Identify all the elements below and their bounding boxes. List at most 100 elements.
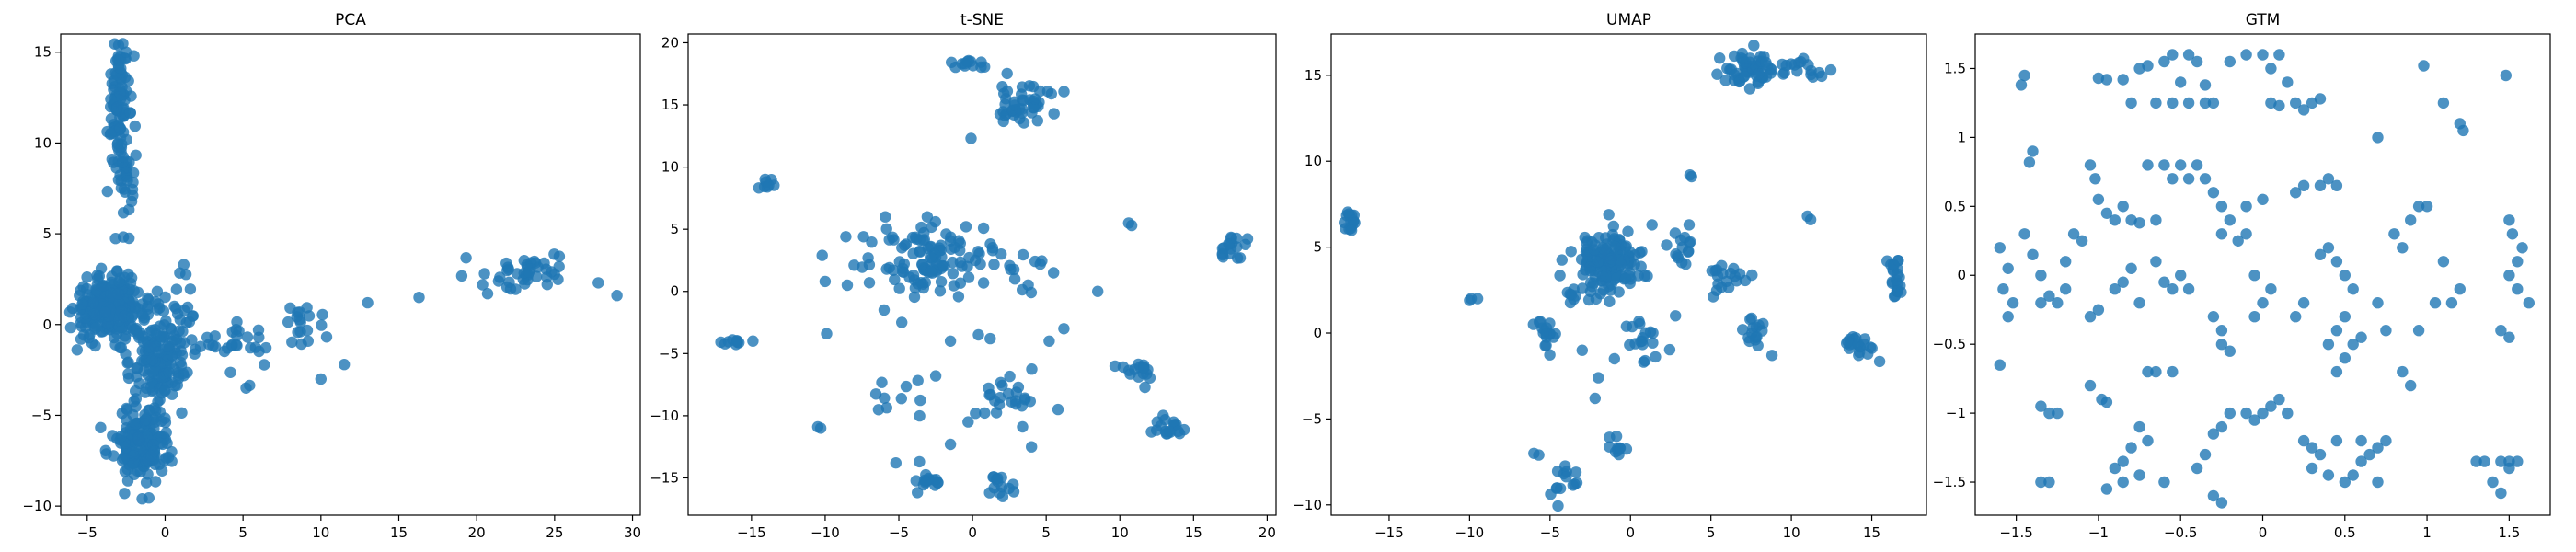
scatter-point [2248,311,2260,323]
scatter-point [2182,97,2195,109]
scatter-point [2207,187,2220,199]
x-tick-label: −10 [811,524,840,541]
scatter-point [2500,69,2512,82]
scatter-point [2175,76,2187,88]
y-tick-label: 10 [34,134,52,151]
y-tick-label: 0.5 [1944,198,1966,214]
scatter-point [130,385,142,397]
axes-frame [1974,33,2551,516]
scatter-point [1663,343,1676,356]
scatter-point [2167,283,2179,295]
scatter-point [1864,341,1877,353]
scatter-point [2215,228,2228,240]
scatter-point [1685,236,1696,248]
scatter-point [492,275,505,287]
scatter-point [2018,69,2030,82]
scatter-point [109,233,121,245]
scatter-point [455,270,468,282]
scatter-point [1043,335,1055,347]
x-tick-label: 5 [238,524,247,541]
scatter-point [2007,297,2019,309]
scatter-point [2512,283,2524,295]
scatter-point [178,259,190,270]
scatter-point [2314,248,2327,260]
scatter-point [983,487,995,499]
scatter-point [117,38,129,50]
scatter-point [2199,173,2212,185]
y-tick-label: −1.5 [1933,474,1966,490]
scatter-point [1234,252,1247,264]
scatter-point [2405,214,2417,226]
scatter-point [231,339,243,351]
scatter-point [995,376,1007,388]
scatter-point [840,231,852,243]
scatter-point [2167,365,2179,378]
x-tick-label: −10 [1455,524,1485,541]
scatter-point [1600,232,1612,244]
scatter-point [63,306,76,318]
scatter-point [2506,228,2519,240]
y-tick-label: −10 [650,408,679,424]
scatter-point [170,283,183,295]
scatter-point [115,431,127,443]
scatter-point [2125,442,2137,454]
scatter-point [2158,55,2170,68]
scatter-point [108,450,120,462]
scatter-point [1739,274,1752,287]
scatter-point [2142,365,2154,378]
scatter-point [1550,482,1563,494]
scatter-point [1604,441,1616,453]
scatter-point [962,416,974,428]
scatter-point [241,331,254,343]
scatter-point [2224,407,2236,420]
scatter-point [2306,442,2318,454]
scatter-point [81,271,93,283]
scatter-point [71,344,84,356]
axes-frame [60,33,641,516]
scatter-point [249,341,261,353]
scatter-point [1008,99,1021,111]
scatter-point [2182,173,2195,185]
scatter-point [1670,310,1682,322]
scatter-point [2191,159,2203,171]
scatter-point [1824,63,1837,76]
scatter-point [2372,132,2384,144]
scatter-point [155,330,167,342]
scatter-point [2397,365,2409,378]
scatter-point [1714,52,1726,64]
scatter-point [916,259,928,270]
scatter-point [2240,49,2252,61]
panel-1: −5 0 5 10 15 20 25 30 −10 −5 0 5 10 15 PCA [22,11,641,541]
scatter-point [1731,275,1742,287]
scatter-point [2388,228,2400,240]
scatter-point [2043,407,2055,420]
scatter-point [2150,97,2162,109]
scatter-point [320,331,333,343]
scatter-point [87,296,99,309]
scatter-point [2232,235,2244,247]
scatter-point [2191,55,2203,68]
scatter-point [2339,270,2351,282]
scatter-point [460,252,472,264]
scatter-point [2339,476,2351,489]
scatter-point [2167,97,2179,109]
scatter-point [1685,170,1697,183]
scatter-point [872,404,885,416]
scatter-point [2347,339,2359,351]
scatter-point [2100,483,2113,495]
x-tick-label: 5 [1041,524,1051,541]
scatter-point [2109,462,2121,475]
scatter-point [2002,311,2014,323]
scatter-point [1615,259,1627,270]
x-tick-label: 15 [1863,524,1880,541]
scatter-point [2487,476,2499,489]
scatter-point [948,280,960,292]
scatter-point [477,279,489,291]
scatter-point [944,438,957,451]
x-tick-label: −5 [1540,524,1560,541]
scatter-point [1138,362,1150,374]
scatter-point [121,133,132,146]
x-tick-label: 1.5 [2498,524,2520,541]
scatter-point [1144,372,1156,384]
scatter-point [1815,70,1828,83]
